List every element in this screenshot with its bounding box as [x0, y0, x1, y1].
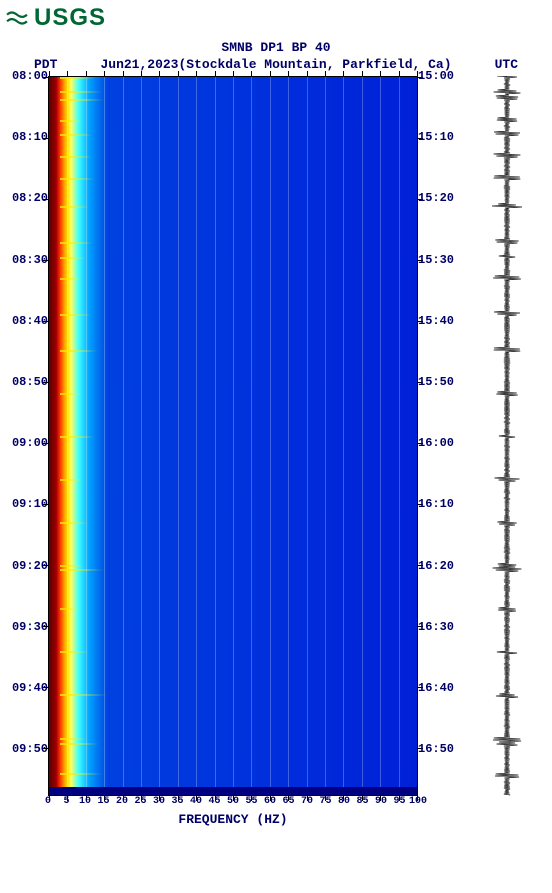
grid-line — [307, 77, 308, 795]
spectrogram — [48, 76, 418, 796]
burst-line — [60, 569, 104, 571]
burst-line — [60, 773, 102, 775]
grid-line — [123, 77, 124, 795]
grid-line — [380, 77, 381, 795]
y-axis-right: 15:0015:1015:2015:3015:4015:5016:0016:10… — [418, 76, 462, 796]
x-tick: 10 — [79, 796, 91, 807]
burst-line — [60, 738, 86, 740]
burst-line — [60, 350, 98, 352]
burst-line — [60, 134, 93, 136]
burst-line — [60, 242, 93, 244]
burst-line — [60, 278, 82, 280]
grid-line — [325, 77, 326, 795]
x-tick: 45 — [208, 796, 220, 807]
grid-line — [159, 77, 160, 795]
x-tick: 20 — [116, 796, 128, 807]
grid-line — [233, 77, 234, 795]
x-tick: 70 — [301, 796, 313, 807]
y-tick-mark — [43, 260, 49, 261]
x-tick: 0 — [45, 796, 51, 807]
burst-line — [60, 156, 92, 158]
wave-icon — [4, 7, 30, 29]
burst-line — [60, 120, 83, 122]
grid-line — [251, 77, 252, 795]
grid-line — [343, 77, 344, 795]
chart-title-line2: PDT Jun21,2023(Stockdale Mountain, Parkf… — [4, 57, 548, 72]
bottom-bar — [49, 787, 417, 795]
x-tick: 75 — [319, 796, 331, 807]
burst-line — [60, 257, 86, 259]
burst-line — [60, 393, 81, 395]
x-axis-ticks: 0510152025303540455055606570758085909510… — [48, 796, 418, 810]
grid-line — [196, 77, 197, 795]
grid-line — [399, 77, 400, 795]
burst-line — [60, 694, 107, 696]
logo-text: USGS — [34, 4, 106, 32]
burst-line — [60, 91, 101, 93]
tz-right: UTC — [495, 57, 518, 72]
burst-line — [60, 314, 91, 316]
x-tick: 60 — [264, 796, 276, 807]
y-tick-mark — [43, 199, 49, 200]
y-tick-mark — [43, 565, 49, 566]
y-tick-mark — [43, 382, 49, 383]
x-tick: 100 — [409, 796, 427, 807]
grid-line — [362, 77, 363, 795]
title-center: Jun21,2023(Stockdale Mountain, Parkfield… — [100, 57, 451, 72]
x-tick: 30 — [153, 796, 165, 807]
x-tick: 80 — [338, 796, 350, 807]
y-tick-mark — [43, 748, 49, 749]
y-tick-mark — [43, 626, 49, 627]
burst-line — [60, 77, 95, 79]
grid-line — [215, 77, 216, 795]
burst-line — [60, 651, 89, 653]
x-axis-label: FREQUENCY (HZ) — [48, 812, 418, 827]
x-tick: 35 — [171, 796, 183, 807]
burst-line — [60, 206, 89, 208]
grid-line — [288, 77, 289, 795]
x-tick: 25 — [134, 796, 146, 807]
waveform-trace — [492, 76, 522, 796]
x-tick: 15 — [97, 796, 109, 807]
burst-line — [60, 99, 104, 101]
y-tick-mark — [43, 687, 49, 688]
x-tick: 65 — [282, 796, 294, 807]
grid-line — [270, 77, 271, 795]
burst-line — [60, 479, 83, 481]
spectrogram-column: 0510152025303540455055606570758085909510… — [48, 76, 418, 827]
x-tick: 50 — [227, 796, 239, 807]
y-tick-mark — [43, 321, 49, 322]
chart-title-line1: SMNB DP1 BP 40 — [4, 40, 548, 55]
title-station: (Stockdale Mountain, Parkfield, Ca) — [178, 57, 451, 72]
burst-line — [60, 178, 95, 180]
y-tick-mark — [43, 138, 49, 139]
usgs-logo: USGS — [4, 4, 548, 32]
waveform-path — [492, 76, 522, 795]
y-tick-mark — [43, 504, 49, 505]
x-tick: 95 — [393, 796, 405, 807]
x-tick: 5 — [63, 796, 69, 807]
y-tick-mark — [43, 77, 49, 78]
x-tick: 90 — [375, 796, 387, 807]
y-tick-mark — [43, 443, 49, 444]
x-tick: 85 — [356, 796, 368, 807]
y-axis-left: 08:0008:1008:2008:3008:4008:5009:0009:10… — [4, 76, 48, 796]
x-tick: 55 — [245, 796, 257, 807]
grid-line — [178, 77, 179, 795]
plot-area: 08:0008:1008:2008:3008:4008:5009:0009:10… — [4, 76, 548, 827]
burst-line — [60, 436, 95, 438]
burst-line — [60, 608, 78, 610]
burst-line — [60, 522, 88, 524]
grid-line — [104, 77, 105, 795]
burst-line — [60, 565, 84, 567]
burst-line — [60, 743, 99, 745]
title-date: Jun21,2023 — [100, 57, 178, 72]
grid-line — [141, 77, 142, 795]
x-tick: 40 — [190, 796, 202, 807]
